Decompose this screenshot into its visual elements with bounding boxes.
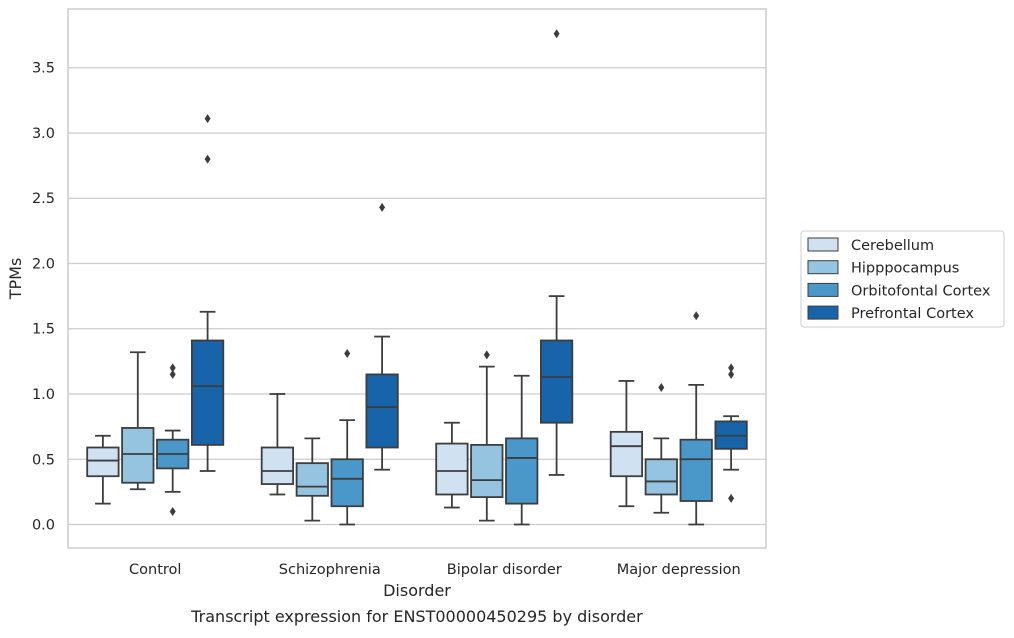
y-tick-label: 0.0 [32,518,55,534]
box-cerebellum [86,434,120,505]
box-hipppocampus [295,437,329,522]
x-axis-label: Disorder [383,581,451,600]
outlier-point [204,114,211,124]
outlier-point [344,349,351,359]
y-tick-label: 1.0 [32,387,55,403]
legend-label: Cerebellum [851,238,934,254]
y-tick-label: 0.5 [32,452,55,468]
box-iqr [539,339,574,424]
box-iqr [190,339,225,446]
outlier-point [553,29,560,39]
y-tick-label: 3.0 [32,126,55,142]
legend-swatch [807,260,839,275]
boxes-layer [86,29,748,526]
box-orbitofontal-cortex [505,374,539,526]
y-tick-label: 2.0 [32,256,55,272]
outlier-point [693,311,700,321]
box-hipppocampus [644,382,678,514]
x-tick-label: Control [129,562,181,578]
box-iqr [679,438,713,502]
chart-caption: Transcript expression for ENST0000045029… [190,607,643,626]
legend-frame [800,230,1005,328]
y-tick-labels: 0.0 0.5 1.0 1.5 2.0 2.5 3.0 3.5 [32,61,55,534]
legend-swatch [807,282,839,297]
legend-swatch [807,237,839,252]
outlier-point [204,154,211,164]
outlier-point [169,506,176,516]
box-iqr [295,462,329,497]
legend-swatch [807,305,839,320]
outlier-point [658,382,665,392]
outlier-point [169,363,176,373]
legend-label: Hipppocampus [851,261,959,277]
box-orbitofontal-cortex [679,311,713,526]
box-iqr [435,442,469,496]
x-tick-label: Major depression [617,562,741,578]
box-iqr [609,430,644,478]
box-cerebellum [435,421,469,509]
box-prefrontal-cortex [539,29,574,476]
box-prefrontal-cortex [714,363,748,503]
box-iqr [86,446,120,478]
box-iqr [365,373,399,449]
box-iqr [260,446,295,485]
box-cerebellum [609,380,644,508]
legend-label: Orbitofontal Cortex [851,283,991,299]
x-tick-label: Bipolar disorder [447,562,562,578]
box-iqr [121,427,155,484]
y-tick-label: 2.5 [32,191,55,207]
outlier-point [169,369,176,379]
box-iqr [470,443,504,499]
outlier-point [728,493,735,503]
box-orbitofontal-cortex [156,363,190,516]
box-iqr [505,437,539,505]
legend-label: Prefrontal Cortex [851,306,974,322]
box-orbitofontal-cortex [330,349,364,526]
box-prefrontal-cortex [365,202,399,471]
outlier-point [379,202,386,212]
legend: Cerebellum Hipppocampus Orbitofontal Corte… [800,230,1005,328]
box-hipppocampus [470,350,504,522]
box-cerebellum [260,393,295,496]
box-iqr [644,458,678,496]
outlier-point [728,363,735,373]
outlier-point [483,350,490,360]
box-hipppocampus [121,351,155,491]
y-tick-label: 3.5 [32,61,55,77]
outlier-point [728,369,735,379]
legend-items: Cerebellum Hipppocampus Orbitofontal Corte… [807,237,991,322]
box-prefrontal-cortex [190,114,225,472]
x-tick-labels: Control Schizophrenia Bipolar disorder Majo… [129,562,741,578]
y-tick-label: 1.5 [32,322,55,338]
x-tick-label: Schizophrenia [279,562,381,578]
y-axis-label: TPMs [6,258,25,301]
box-iqr [330,458,364,508]
plot-area-frame [67,8,767,549]
